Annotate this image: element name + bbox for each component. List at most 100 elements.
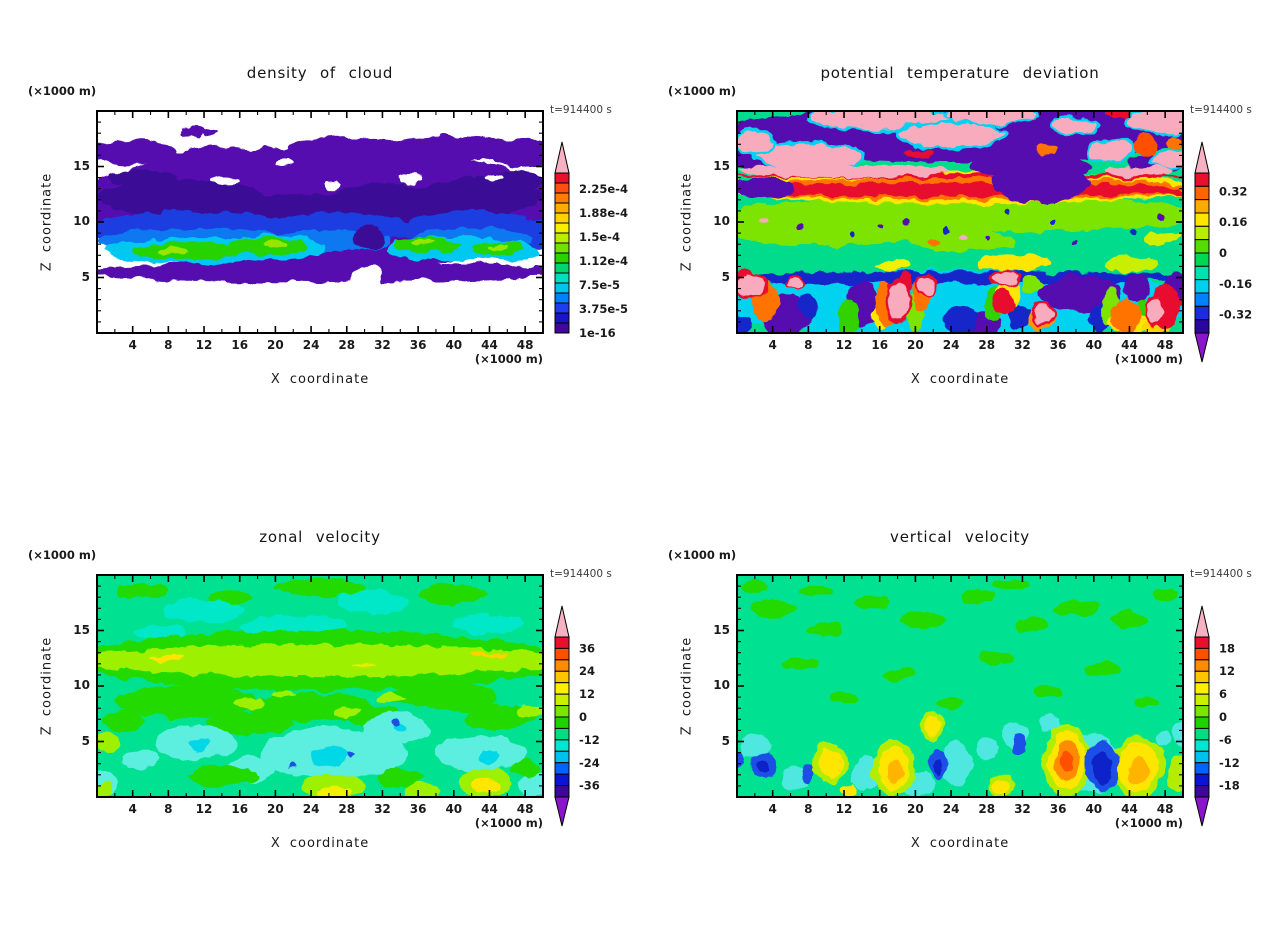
x-tick-label: 36 [1049,802,1067,816]
colorbar-label: 18 [1219,641,1235,655]
x-tick-label: 12 [835,802,853,816]
x-tick-label: 36 [409,802,427,816]
colorbar-segment [554,322,570,334]
colorbar-label: 36 [579,641,595,655]
colorbar-label: 3.75e-5 [579,302,628,316]
chart-title: potential temperature deviation [820,64,1100,82]
colorbar-segment [554,716,570,729]
y-tick-label: 15 [73,622,90,637]
colorbar-segment [554,272,570,284]
colorbar-segment [1194,292,1210,307]
colorbar-segment [554,262,570,274]
chart-title: density of cloud [246,64,394,82]
colorbar-segment [554,762,570,775]
x-tick-label: 44 [1121,338,1138,352]
y-axis-label: Z coordinate [679,636,695,736]
colorbar-segment [554,727,570,741]
colorbar-segment [1194,319,1210,334]
x-axis-unit: (×1000 m) [1114,816,1183,830]
colorbar-segment [554,292,570,304]
x-tick-label: 20 [907,338,924,352]
colorbar-segment [554,670,570,684]
colorbar-top-arrow [1194,605,1210,638]
x-tick-label: 16 [231,802,249,816]
colorbar-segment [1194,279,1210,294]
x-tick-label: 8 [164,338,173,352]
y-tick-label: 5 [721,269,730,284]
colorbar-bottom-arrow [1194,796,1210,827]
colorbar: 18 12 6 0 -6 -12 -18 [1194,605,1240,827]
x-tick-label: 48 [1156,802,1174,816]
x-tick-label: 32 [374,802,391,816]
x-tick-label: 44 [1121,802,1138,816]
x-tick-label: 48 [1156,338,1174,352]
colorbar-label: 12 [579,687,595,701]
colorbar-label: -0.32 [1219,308,1252,322]
colorbar-label: -12 [579,733,600,747]
colorbar-segment [554,212,570,224]
time-label: t=914400 s [1190,568,1252,580]
y-tick-label: 10 [73,214,90,228]
x-tick-label: 44 [481,802,498,816]
colorbar-label: 0 [579,710,587,724]
colorbar-label: 1.12e-4 [579,254,628,268]
contour-plot [96,574,544,798]
colorbar: 2.25e-4 1.88e-4 1.5e-4 1.12e-4 7.5e-5 3.75e-5… [554,141,628,340]
plot-frame [736,574,1184,798]
colorbar-segment [554,659,570,672]
field-blobs [737,111,1183,333]
x-axis-unit: (×1000 m) [474,352,543,366]
axis-ticks [97,575,543,797]
colorbar-segment [1194,659,1210,672]
colorbar-segment [554,750,570,764]
colorbar-label: -0.16 [1219,277,1252,291]
colorbar-segment [1194,199,1210,214]
colorbar-segment [1194,225,1210,241]
colorbar-segment [554,302,570,314]
colorbar: 36 24 12 0 -12 -24 -36 [554,605,600,827]
colorbar-segment [1194,727,1210,741]
colorbar-segment [554,647,570,661]
colorbar-label: -24 [579,756,600,770]
x-tick-label: 4 [768,802,777,816]
colorbar-segment [1194,739,1210,752]
colorbar-segment [1194,670,1210,684]
colorbar-segment [554,705,570,718]
colorbar-bottom-arrow [554,796,570,827]
colorbar-segment [554,232,570,244]
colorbar-label: 1e-16 [579,326,616,340]
x-tick-label: 28 [978,802,996,816]
panel-potential-temperature-deviation: potential temperature deviation (×1000 m… [640,0,1280,462]
colorbar-top-arrow [554,605,570,638]
colorbar-segment [1194,239,1210,254]
y-axis-unit: (×1000 m) [668,548,737,562]
colorbar-label: -18 [1219,779,1240,793]
colorbar-segment [554,252,570,264]
colorbar-segment [554,172,570,184]
colorbar-segment [1194,705,1210,718]
panel-density-of-cloud: density of cloud (×1000 m) t=914400 s Z … [0,0,640,462]
x-tick-label: 28 [978,338,996,352]
colorbar-segment [554,773,570,787]
x-tick-label: 36 [409,338,427,352]
x-tick-label: 8 [804,802,813,816]
colorbar-segment [554,182,570,194]
x-tick-label: 20 [907,802,924,816]
field-blobs [97,578,543,797]
panel-vertical-velocity: vertical velocity (×1000 m) t=914400 s Z… [640,464,1280,926]
colorbar-label: 6 [1219,687,1227,701]
y-tick-label: 10 [713,678,730,692]
colorbar-label: 24 [579,664,595,678]
plot-frame [736,110,1184,334]
x-tick-label: 48 [516,802,534,816]
colorbar-segment [1194,305,1210,321]
y-tick-label: 5 [81,269,90,284]
colorbar-segment [1194,252,1210,267]
time-label: t=914400 s [550,568,612,580]
x-tick-label: 28 [338,338,356,352]
colorbar-segment [554,312,570,324]
colorbar-label: -12 [1219,756,1240,770]
time-label: t=914400 s [550,104,612,116]
x-tick-label: 4 [768,338,777,352]
x-axis-unit: (×1000 m) [474,816,543,830]
